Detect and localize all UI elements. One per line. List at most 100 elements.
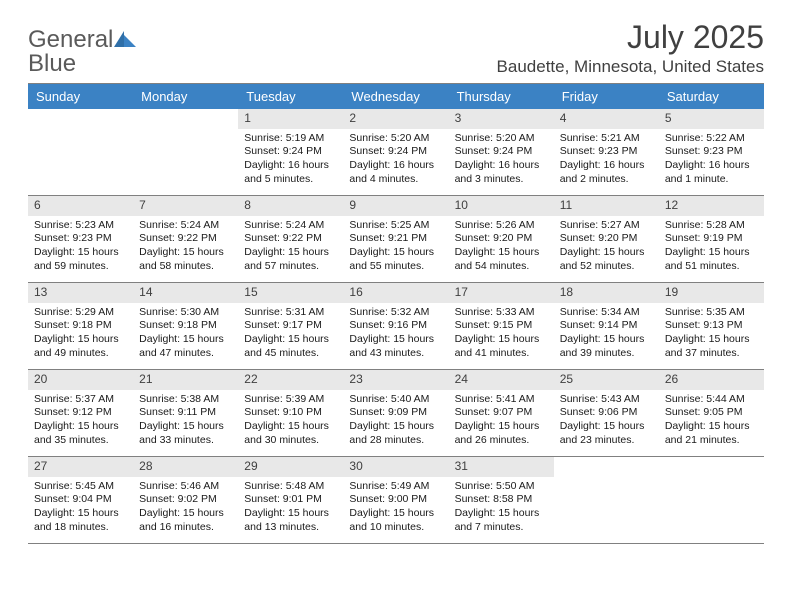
day-cell: 19Sunrise: 5:35 AMSunset: 9:13 PMDayligh…	[659, 283, 764, 369]
daylight-text: Daylight: 15 hours and 33 minutes.	[139, 420, 232, 447]
day-body: Sunrise: 5:33 AMSunset: 9:15 PMDaylight:…	[449, 303, 554, 367]
day-number: 25	[554, 370, 659, 390]
day-cell: 12Sunrise: 5:28 AMSunset: 9:19 PMDayligh…	[659, 196, 764, 282]
weekday-header: Sunday	[28, 84, 133, 109]
daylight-text: Daylight: 15 hours and 10 minutes.	[349, 507, 442, 534]
daylight-text: Daylight: 15 hours and 59 minutes.	[34, 246, 127, 273]
daylight-text: Daylight: 15 hours and 47 minutes.	[139, 333, 232, 360]
daylight-text: Daylight: 16 hours and 2 minutes.	[560, 159, 653, 186]
sunset-text: Sunset: 9:24 PM	[455, 145, 548, 159]
day-number: 30	[343, 457, 448, 477]
sunset-text: Sunset: 9:23 PM	[560, 145, 653, 159]
day-cell: 20Sunrise: 5:37 AMSunset: 9:12 PMDayligh…	[28, 370, 133, 456]
sunrise-text: Sunrise: 5:40 AM	[349, 393, 442, 407]
day-number: 3	[449, 109, 554, 129]
day-cell: 4 Sunrise: 5:21 AMSunset: 9:23 PMDaylight…	[554, 109, 659, 195]
day-number: 7	[133, 196, 238, 216]
sunset-text: Sunset: 9:02 PM	[139, 493, 232, 507]
sunset-text: Sunset: 9:23 PM	[34, 232, 127, 246]
sunrise-text: Sunrise: 5:24 AM	[139, 219, 232, 233]
title-block: July 2025 Baudette, Minnesota, United St…	[497, 20, 764, 77]
day-body: Sunrise: 5:44 AMSunset: 9:05 PMDaylight:…	[659, 390, 764, 454]
daylight-text: Daylight: 15 hours and 57 minutes.	[244, 246, 337, 273]
daylight-text: Daylight: 16 hours and 4 minutes.	[349, 159, 442, 186]
day-cell: 13Sunrise: 5:29 AMSunset: 9:18 PMDayligh…	[28, 283, 133, 369]
sunrise-text: Sunrise: 5:20 AM	[349, 132, 442, 146]
weekday-header: Monday	[133, 84, 238, 109]
daylight-text: Daylight: 15 hours and 28 minutes.	[349, 420, 442, 447]
day-cell: 28Sunrise: 5:46 AMSunset: 9:02 PMDayligh…	[133, 457, 238, 543]
weekday-header: Thursday	[449, 84, 554, 109]
day-number: 27	[28, 457, 133, 477]
day-number: 31	[449, 457, 554, 477]
header: General Blue July 2025 Baudette, Minneso…	[28, 20, 764, 77]
sunrise-text: Sunrise: 5:34 AM	[560, 306, 653, 320]
day-number: 22	[238, 370, 343, 390]
day-number: 4	[554, 109, 659, 129]
sunrise-text: Sunrise: 5:45 AM	[34, 480, 127, 494]
daylight-text: Daylight: 15 hours and 37 minutes.	[665, 333, 758, 360]
daylight-text: Daylight: 15 hours and 45 minutes.	[244, 333, 337, 360]
sunrise-text: Sunrise: 5:21 AM	[560, 132, 653, 146]
day-cell: 16Sunrise: 5:32 AMSunset: 9:16 PMDayligh…	[343, 283, 448, 369]
day-body: Sunrise: 5:20 AMSunset: 9:24 PMDaylight:…	[449, 129, 554, 193]
day-body: Sunrise: 5:30 AMSunset: 9:18 PMDaylight:…	[133, 303, 238, 367]
logo-flag-icon	[114, 31, 136, 47]
daylight-text: Daylight: 15 hours and 49 minutes.	[34, 333, 127, 360]
sunrise-text: Sunrise: 5:49 AM	[349, 480, 442, 494]
sunrise-text: Sunrise: 5:43 AM	[560, 393, 653, 407]
sunset-text: Sunset: 9:14 PM	[560, 319, 653, 333]
day-number: 13	[28, 283, 133, 303]
sunrise-text: Sunrise: 5:37 AM	[34, 393, 127, 407]
sunrise-text: Sunrise: 5:46 AM	[139, 480, 232, 494]
daylight-text: Daylight: 15 hours and 7 minutes.	[455, 507, 548, 534]
daylight-text: Daylight: 15 hours and 26 minutes.	[455, 420, 548, 447]
day-cell: 29Sunrise: 5:48 AMSunset: 9:01 PMDayligh…	[238, 457, 343, 543]
day-body: Sunrise: 5:50 AMSunset: 8:58 PMDaylight:…	[449, 477, 554, 541]
daylight-text: Daylight: 15 hours and 52 minutes.	[560, 246, 653, 273]
day-body: Sunrise: 5:28 AMSunset: 9:19 PMDaylight:…	[659, 216, 764, 280]
sunrise-text: Sunrise: 5:23 AM	[34, 219, 127, 233]
day-cell: 8Sunrise: 5:24 AMSunset: 9:22 PMDaylight…	[238, 196, 343, 282]
day-body: Sunrise: 5:29 AMSunset: 9:18 PMDaylight:…	[28, 303, 133, 367]
day-number: 21	[133, 370, 238, 390]
day-number: 11	[554, 196, 659, 216]
sunrise-text: Sunrise: 5:39 AM	[244, 393, 337, 407]
weekday-header: Saturday	[659, 84, 764, 109]
sunset-text: Sunset: 9:20 PM	[560, 232, 653, 246]
day-number: 14	[133, 283, 238, 303]
day-number: 23	[343, 370, 448, 390]
sunset-text: Sunset: 9:15 PM	[455, 319, 548, 333]
day-body: Sunrise: 5:35 AMSunset: 9:13 PMDaylight:…	[659, 303, 764, 367]
day-cell: 31Sunrise: 5:50 AMSunset: 8:58 PMDayligh…	[449, 457, 554, 543]
day-cell	[554, 457, 659, 543]
day-body: Sunrise: 5:34 AMSunset: 9:14 PMDaylight:…	[554, 303, 659, 367]
day-number: 6	[28, 196, 133, 216]
day-body: Sunrise: 5:26 AMSunset: 9:20 PMDaylight:…	[449, 216, 554, 280]
sunrise-text: Sunrise: 5:28 AM	[665, 219, 758, 233]
daylight-text: Daylight: 15 hours and 18 minutes.	[34, 507, 127, 534]
day-number: 17	[449, 283, 554, 303]
sunset-text: Sunset: 9:21 PM	[349, 232, 442, 246]
sunset-text: Sunset: 9:00 PM	[349, 493, 442, 507]
day-body: Sunrise: 5:19 AMSunset: 9:24 PMDaylight:…	[238, 129, 343, 193]
sunrise-text: Sunrise: 5:19 AM	[244, 132, 337, 146]
day-number: 20	[28, 370, 133, 390]
sunset-text: Sunset: 9:04 PM	[34, 493, 127, 507]
day-cell	[659, 457, 764, 543]
logo-general: General	[28, 26, 113, 53]
day-number: 8	[238, 196, 343, 216]
daylight-text: Daylight: 15 hours and 51 minutes.	[665, 246, 758, 273]
day-cell: 10Sunrise: 5:26 AMSunset: 9:20 PMDayligh…	[449, 196, 554, 282]
sunrise-text: Sunrise: 5:38 AM	[139, 393, 232, 407]
sunset-text: Sunset: 8:58 PM	[455, 493, 548, 507]
daylight-text: Daylight: 15 hours and 55 minutes.	[349, 246, 442, 273]
day-body: Sunrise: 5:43 AMSunset: 9:06 PMDaylight:…	[554, 390, 659, 454]
day-cell: 11Sunrise: 5:27 AMSunset: 9:20 PMDayligh…	[554, 196, 659, 282]
day-cell: 6 Sunrise: 5:23 AMSunset: 9:23 PMDaylight…	[28, 196, 133, 282]
day-cell: 5Sunrise: 5:22 AMSunset: 9:23 PMDaylight…	[659, 109, 764, 195]
sunrise-text: Sunrise: 5:35 AM	[665, 306, 758, 320]
day-body: Sunrise: 5:48 AMSunset: 9:01 PMDaylight:…	[238, 477, 343, 541]
day-number: 28	[133, 457, 238, 477]
day-body: Sunrise: 5:49 AMSunset: 9:00 PMDaylight:…	[343, 477, 448, 541]
